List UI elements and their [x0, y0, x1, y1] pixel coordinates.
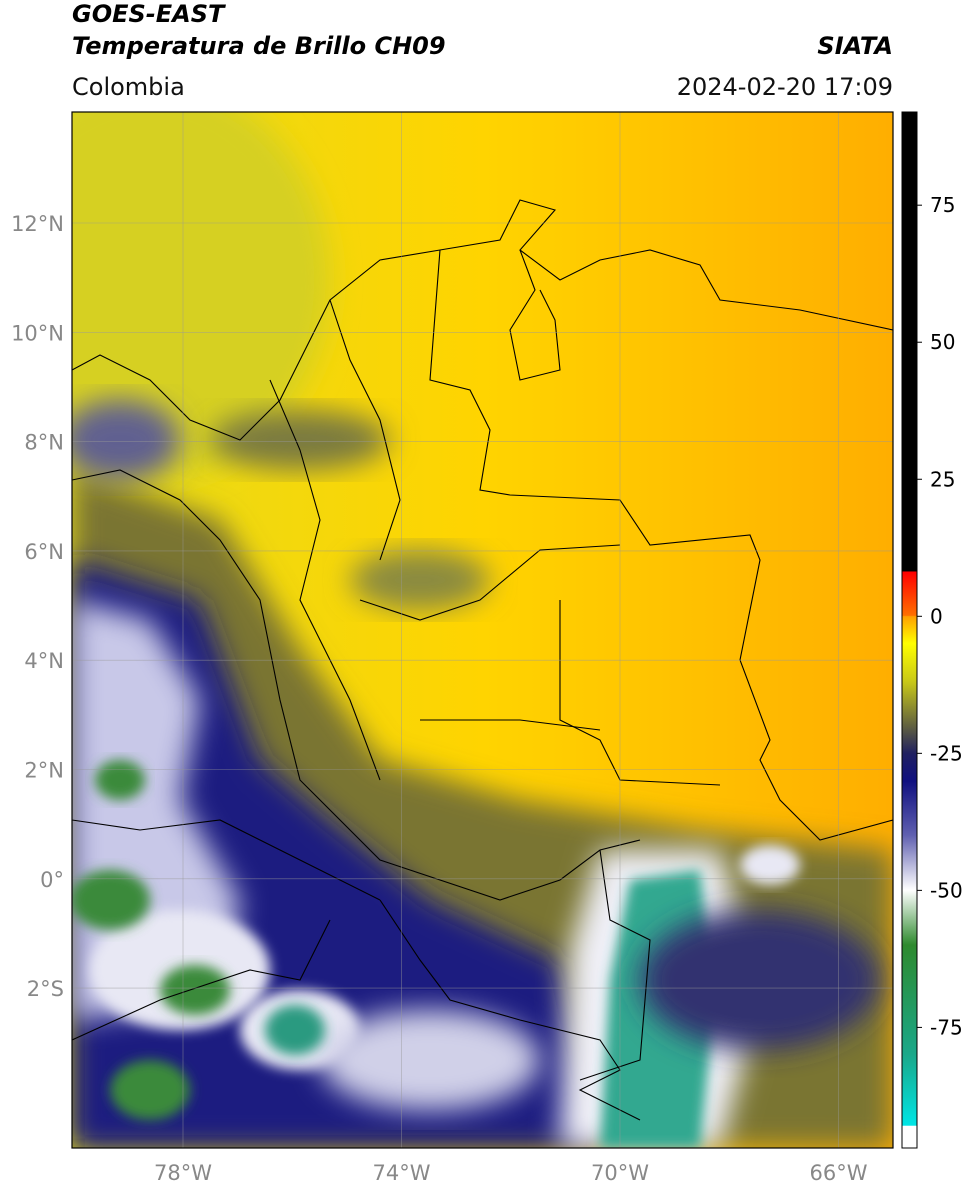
lon-label: 78°W	[154, 1161, 212, 1185]
lat-label: 10°N	[11, 321, 64, 345]
lon-label: 74°W	[373, 1161, 431, 1185]
colorbar-tick-label: -25	[930, 741, 963, 765]
colorbar	[901, 111, 918, 1149]
colorbar-tick-label: 25	[930, 467, 955, 491]
lat-label: 8°N	[24, 431, 64, 455]
colorbar-tick-label: -75	[930, 1015, 963, 1039]
colorbar-tick-label: 75	[930, 193, 955, 217]
lon-label: 66°W	[810, 1161, 868, 1185]
lat-label: 6°N	[24, 540, 64, 564]
colorbar-tick-label: 50	[930, 330, 955, 354]
satellite-image	[72, 112, 893, 1148]
colorbar-tick-label: -50	[930, 878, 963, 902]
graticule	[72, 112, 893, 1148]
lat-label: 12°N	[11, 212, 64, 236]
lat-label: 0°	[40, 868, 64, 892]
title: GOES-EAST	[72, 0, 226, 28]
lon-label: 70°W	[591, 1161, 649, 1185]
lat-label: 4°N	[24, 649, 64, 673]
region: Colombia	[72, 73, 185, 101]
datetime: 2024-02-20 17:09	[677, 73, 893, 101]
colorbar-tick-label: 0	[930, 604, 943, 628]
lat-label: 2°S	[27, 977, 64, 1001]
source: SIATA	[817, 32, 893, 60]
lat-label: 2°N	[24, 759, 64, 783]
subtitle: Temperatura de Brillo CH09	[72, 32, 446, 60]
map-frame	[71, 111, 894, 1149]
